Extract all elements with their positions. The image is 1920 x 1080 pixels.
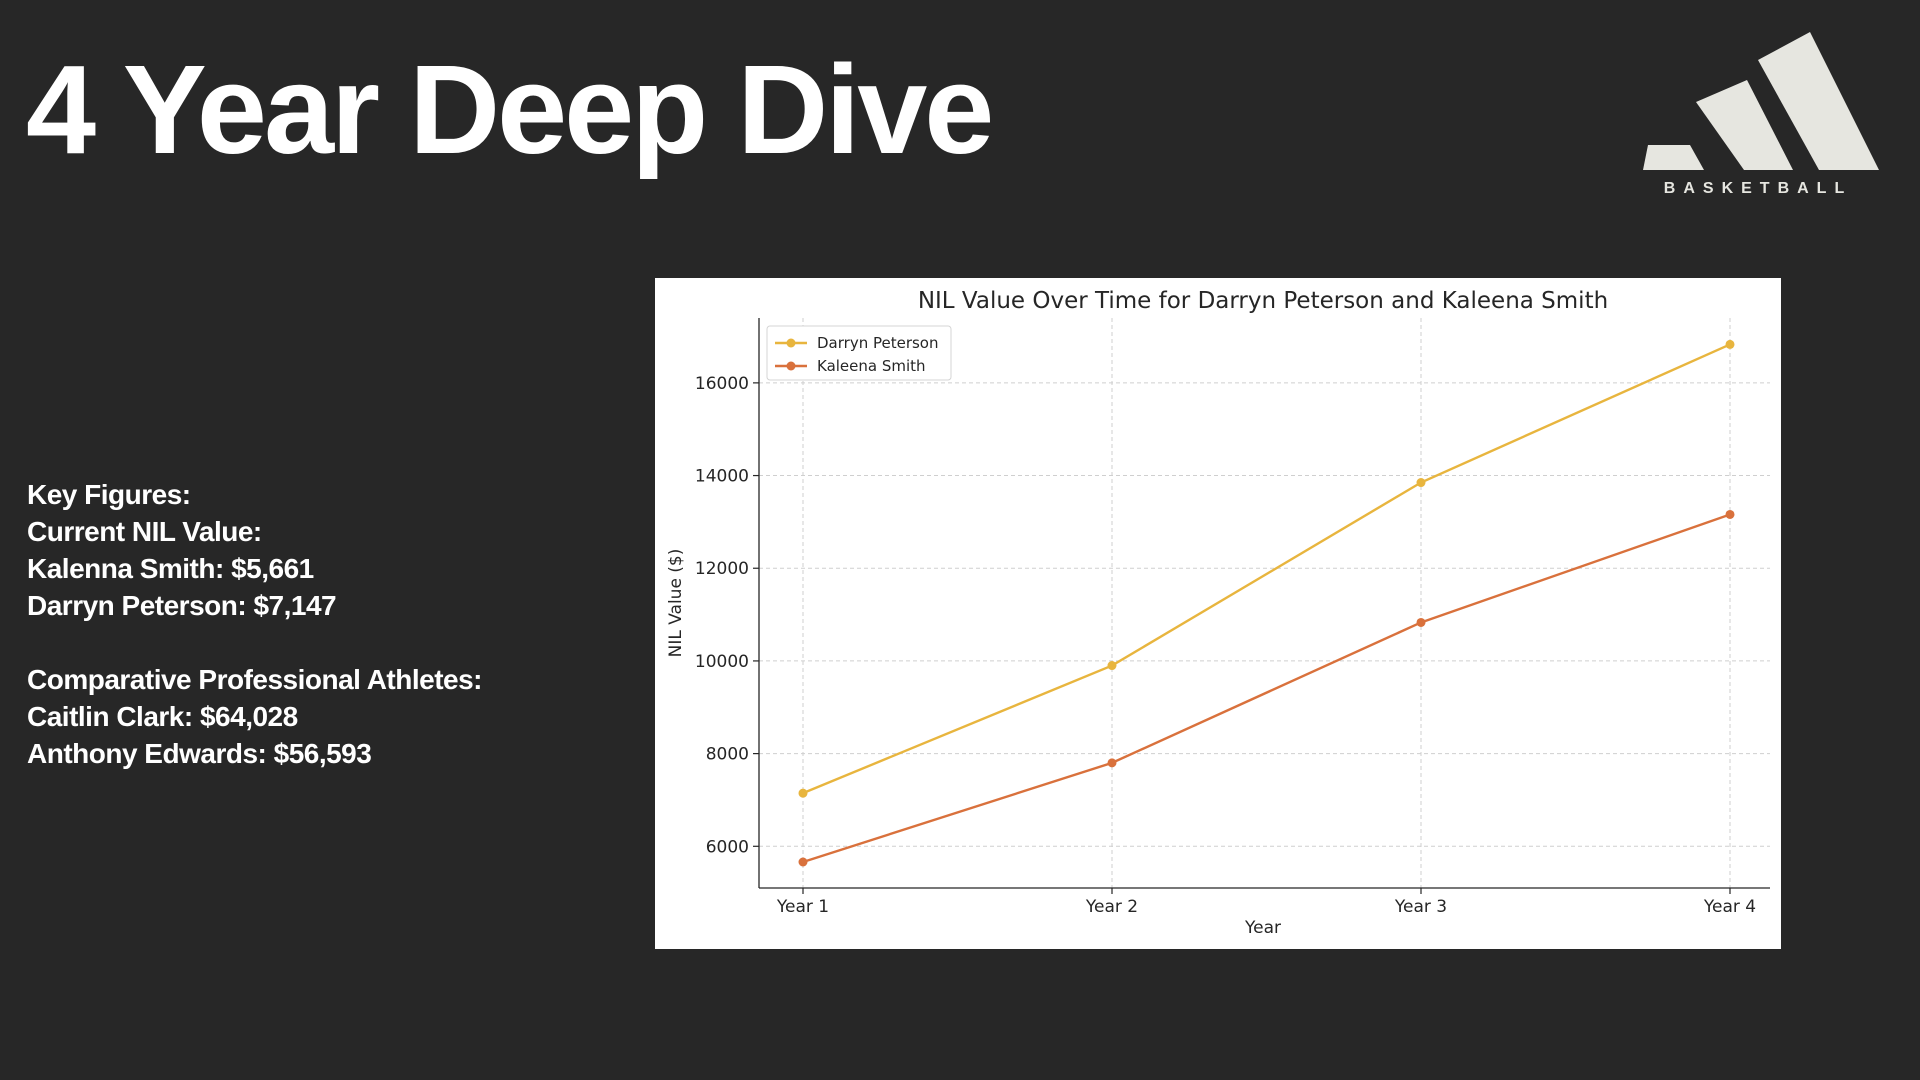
x-tick-label: Year 3 bbox=[1394, 897, 1447, 917]
data-point bbox=[1725, 509, 1735, 519]
y-axis-label: NIL Value ($) bbox=[666, 549, 686, 658]
data-point bbox=[1725, 339, 1735, 349]
series-line bbox=[802, 513, 1731, 864]
y-tick-label: 10000 bbox=[695, 652, 749, 672]
x-tick-label: Year 4 bbox=[1703, 897, 1756, 917]
logo-text: BASKETBALL bbox=[1663, 180, 1853, 197]
legend-label: Kaleena Smith bbox=[817, 357, 926, 375]
adidas-three-bars-icon bbox=[1643, 32, 1879, 170]
axes-layer: 6000 8000 10000 12000 14000 16000 Year 1 Year 2… bbox=[695, 318, 1770, 917]
anthony-edwards-value: Anthony Edwards: $56,593 bbox=[27, 738, 372, 769]
legend-swatch-marker bbox=[786, 361, 796, 371]
spacer bbox=[27, 624, 627, 661]
x-tick-label: Year 2 bbox=[1085, 897, 1138, 917]
darryn-peterson-value: Darryn Peterson: $7,147 bbox=[27, 590, 337, 621]
y-tick-label: 8000 bbox=[706, 745, 749, 765]
comparative-athletes-heading: Comparative Professional Athletes: bbox=[27, 664, 482, 695]
logo-bar-small bbox=[1643, 145, 1704, 170]
data-point bbox=[798, 857, 808, 867]
logo-bar-large bbox=[1758, 32, 1879, 170]
data-point bbox=[798, 788, 808, 798]
chart-title: NIL Value Over Time for Darryn Peterson … bbox=[918, 288, 1608, 314]
data-point bbox=[1416, 617, 1426, 627]
caitlin-clark-value: Caitlin Clark: $64,028 bbox=[27, 701, 298, 732]
legend-box bbox=[766, 325, 952, 381]
kalenna-smith-value: Kalenna Smith: $5,661 bbox=[27, 553, 314, 584]
y-tick-label: 6000 bbox=[706, 837, 749, 857]
series-layer bbox=[798, 339, 1735, 867]
legend-label: Darryn Peterson bbox=[817, 334, 938, 352]
chart-panel: NIL Value Over Time for Darryn Peterson … bbox=[655, 278, 1781, 949]
logo-bar-medium bbox=[1696, 80, 1793, 170]
slide-title: 4 Year Deep Dive bbox=[26, 39, 994, 180]
data-point bbox=[1416, 478, 1426, 488]
data-point bbox=[1107, 661, 1117, 671]
key-figures-heading: Key Figures: bbox=[27, 479, 191, 510]
x-tick-label: Year 1 bbox=[776, 897, 829, 917]
line-chart: NIL Value Over Time for Darryn Peterson … bbox=[666, 288, 1770, 938]
y-tick-label: 12000 bbox=[695, 559, 749, 579]
y-tick-label: 14000 bbox=[695, 467, 749, 487]
key-figures-block: Key Figures: Current NIL Value: Kalenna … bbox=[27, 476, 627, 772]
series-line bbox=[802, 343, 1731, 795]
legend-swatch-marker bbox=[786, 338, 796, 348]
grid-layer bbox=[759, 318, 1770, 888]
chart-legend: Darryn Peterson Kaleena Smith bbox=[766, 325, 952, 381]
x-axis-label: Year bbox=[1244, 918, 1281, 938]
data-point bbox=[1107, 758, 1117, 768]
current-nil-heading: Current NIL Value: bbox=[27, 516, 262, 547]
y-tick-label: 16000 bbox=[695, 374, 749, 394]
